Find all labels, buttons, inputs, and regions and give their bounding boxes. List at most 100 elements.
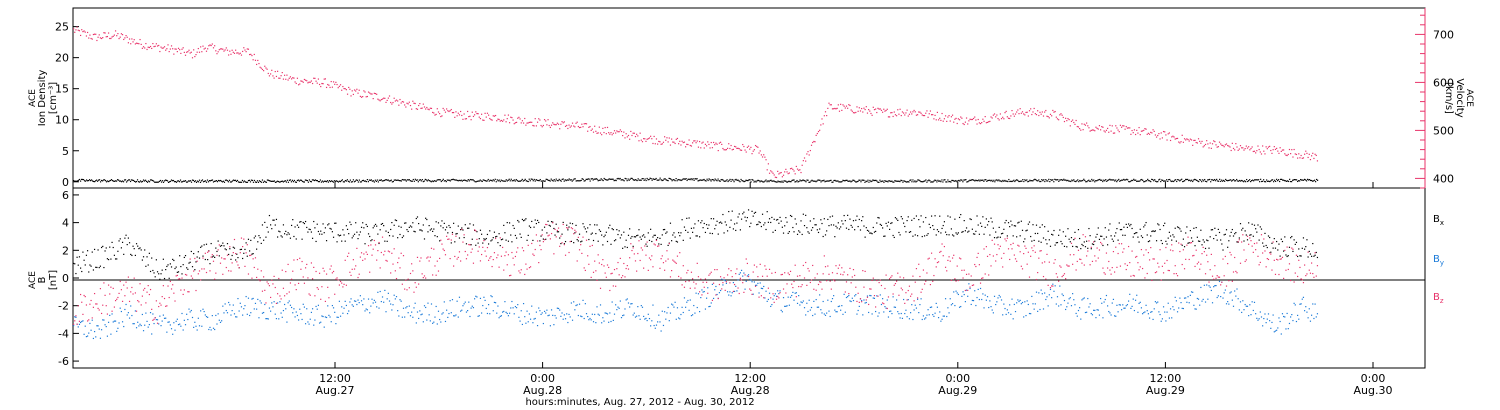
bx-point <box>325 240 328 242</box>
bx-point <box>1297 255 1299 258</box>
density-point <box>466 180 468 182</box>
by-point <box>781 311 783 313</box>
velocity-point <box>1291 149 1293 151</box>
bx-point <box>1116 227 1118 230</box>
bx-point <box>1010 220 1012 222</box>
bz-point <box>297 282 300 285</box>
density-point <box>1048 178 1050 180</box>
velocity-point <box>848 104 850 106</box>
velocity-point <box>1139 134 1141 136</box>
by-point <box>639 318 641 320</box>
by-point <box>147 326 149 328</box>
bz-point <box>270 296 272 299</box>
bx-point <box>955 232 957 234</box>
bz-point <box>364 258 366 260</box>
by-point <box>223 312 225 314</box>
by-point <box>1257 319 1259 321</box>
bx-point <box>771 216 773 219</box>
by-point <box>138 325 140 327</box>
by-point <box>1126 304 1129 306</box>
density-point <box>385 179 387 181</box>
velocity-point <box>1266 148 1268 150</box>
by-point <box>1238 309 1240 311</box>
density-point <box>1033 179 1035 181</box>
by-point <box>574 309 576 311</box>
density-point <box>700 179 702 181</box>
bz-point <box>214 278 216 280</box>
bz-point <box>525 263 527 265</box>
velocity-point <box>629 138 631 140</box>
density-point <box>1160 180 1162 183</box>
velocity-point <box>1274 148 1277 151</box>
density-point <box>1175 179 1177 181</box>
bz-point <box>104 294 106 296</box>
bx-point <box>822 235 824 238</box>
bz-point <box>92 306 95 308</box>
by-point <box>273 301 275 303</box>
density-point <box>979 180 981 182</box>
density-point <box>427 179 429 181</box>
by-point <box>1127 300 1130 302</box>
bx-point <box>392 235 394 237</box>
density-point <box>882 180 884 182</box>
density-point <box>818 179 820 181</box>
velocity-point <box>350 95 352 97</box>
velocity-point <box>808 154 810 156</box>
velocity-point <box>592 131 595 133</box>
density-point <box>797 181 799 183</box>
density-point <box>476 180 478 182</box>
velocity-point <box>1082 129 1084 131</box>
density-point <box>1005 180 1007 182</box>
velocity-point <box>820 124 822 126</box>
bz-point <box>350 274 352 276</box>
velocity-point <box>887 116 890 118</box>
by-point <box>756 284 758 286</box>
density-point <box>1022 179 1024 181</box>
density-point <box>611 178 613 180</box>
velocity-point <box>181 48 183 50</box>
bx-point <box>1038 240 1040 242</box>
density-point <box>892 181 894 183</box>
velocity-point <box>128 38 131 40</box>
density-point <box>451 178 453 181</box>
bx-point <box>1193 227 1195 229</box>
density-point <box>994 181 996 183</box>
bx-point <box>978 233 980 235</box>
density-point <box>1238 180 1240 182</box>
bz-point <box>475 230 477 232</box>
density-point <box>897 180 899 182</box>
by-point <box>1182 307 1184 310</box>
bx-point <box>110 258 112 260</box>
density-point <box>1199 179 1201 181</box>
density-point <box>233 179 236 182</box>
bz-point <box>131 286 133 289</box>
density-point <box>881 180 883 182</box>
density-point <box>713 180 715 182</box>
density-point <box>1237 180 1239 182</box>
by-point <box>141 313 143 316</box>
bz-point <box>444 254 447 256</box>
by-point <box>378 307 380 309</box>
bz-point <box>97 307 99 310</box>
by-point <box>1222 297 1224 299</box>
velocity-point <box>977 118 979 121</box>
bz-point <box>610 273 612 275</box>
velocity-point <box>930 114 933 116</box>
density-point <box>1145 180 1147 182</box>
bx-point <box>75 272 77 275</box>
density-point <box>1076 180 1078 182</box>
by-point <box>483 296 485 298</box>
bx-point <box>463 236 465 239</box>
density-point <box>1081 180 1083 182</box>
by-point <box>589 317 591 320</box>
velocity-point <box>345 89 347 91</box>
by-point <box>1309 320 1312 322</box>
bx-point <box>730 219 732 221</box>
velocity-point <box>260 67 262 69</box>
density-point <box>146 181 149 183</box>
by-point <box>172 333 174 335</box>
velocity-point <box>1112 132 1115 134</box>
velocity-point <box>494 114 497 117</box>
by-point <box>439 318 441 321</box>
velocity-point <box>191 57 194 59</box>
